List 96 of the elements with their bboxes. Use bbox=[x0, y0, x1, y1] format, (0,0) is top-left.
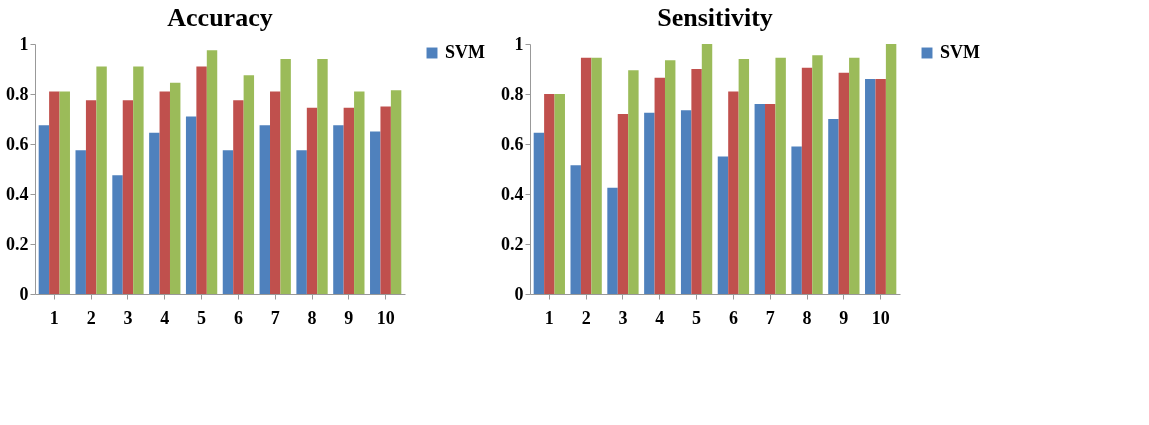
x-tick-label: 10 bbox=[871, 307, 890, 328]
bar bbox=[628, 70, 639, 294]
bar bbox=[233, 100, 244, 294]
bar bbox=[317, 59, 328, 294]
chart-title: Sensitivity bbox=[657, 3, 773, 32]
bar bbox=[554, 94, 565, 294]
bar bbox=[222, 150, 234, 294]
x-tick-label: 1 bbox=[544, 307, 554, 328]
chart-title: Accuracy bbox=[167, 3, 273, 32]
bar bbox=[607, 187, 618, 294]
y-tick-label: 0 bbox=[514, 283, 524, 304]
bar bbox=[370, 131, 381, 294]
bar bbox=[259, 125, 271, 294]
bar bbox=[196, 66, 207, 294]
x-tick-label: 2 bbox=[86, 307, 96, 328]
x-tick-label: 9 bbox=[839, 307, 849, 328]
bar bbox=[354, 91, 365, 294]
bar bbox=[296, 150, 307, 294]
x-tick-label: 4 bbox=[160, 307, 170, 328]
bar bbox=[533, 132, 545, 294]
legend-label: SVM bbox=[940, 42, 981, 62]
bar bbox=[96, 66, 107, 294]
bar bbox=[570, 165, 581, 294]
bar bbox=[875, 79, 886, 294]
bar bbox=[717, 156, 729, 294]
bar bbox=[775, 57, 786, 294]
bar bbox=[885, 44, 897, 294]
y-tick-label: 0.8 bbox=[6, 83, 29, 104]
bar bbox=[738, 59, 750, 294]
bar bbox=[838, 72, 850, 294]
bar bbox=[754, 104, 766, 294]
bar bbox=[812, 55, 823, 294]
bar bbox=[701, 44, 713, 294]
x-tick-label: 3 bbox=[123, 307, 133, 328]
bar bbox=[59, 91, 70, 294]
y-tick-label: 1 bbox=[19, 33, 29, 54]
x-tick-label: 4 bbox=[655, 307, 665, 328]
bar bbox=[654, 77, 665, 294]
y-tick-label: 0.2 bbox=[501, 233, 524, 254]
bar bbox=[801, 67, 813, 294]
legend-label: SVM bbox=[445, 42, 486, 62]
x-tick-label: 5 bbox=[197, 307, 207, 328]
bar bbox=[591, 57, 602, 294]
y-tick-label: 0.6 bbox=[501, 133, 524, 154]
bar bbox=[333, 125, 344, 294]
x-tick-label: 5 bbox=[692, 307, 702, 328]
bar bbox=[691, 69, 702, 294]
y-tick-label: 0.8 bbox=[501, 83, 524, 104]
y-tick-label: 0.2 bbox=[6, 233, 29, 254]
x-tick-label: 9 bbox=[344, 307, 354, 328]
bar bbox=[38, 125, 50, 294]
bar bbox=[169, 82, 181, 294]
x-tick-label: 3 bbox=[618, 307, 628, 328]
x-tick-label: 6 bbox=[728, 307, 738, 328]
x-tick-label: 8 bbox=[307, 307, 317, 328]
bar bbox=[122, 100, 134, 294]
bar bbox=[49, 91, 60, 294]
x-tick-label: 10 bbox=[376, 307, 395, 328]
bar bbox=[791, 146, 802, 294]
bar bbox=[680, 110, 692, 294]
y-tick-label: 1 bbox=[514, 33, 524, 54]
bar bbox=[644, 112, 655, 294]
x-tick-label: 6 bbox=[233, 307, 243, 328]
x-tick-label: 8 bbox=[802, 307, 812, 328]
bar bbox=[828, 119, 839, 294]
y-tick-label: 0.6 bbox=[6, 133, 29, 154]
bar bbox=[185, 116, 197, 294]
bar bbox=[380, 106, 391, 294]
x-tick-label: 2 bbox=[581, 307, 591, 328]
y-tick-label: 0.4 bbox=[6, 183, 29, 204]
x-tick-label: 7 bbox=[765, 307, 775, 328]
bar bbox=[617, 114, 629, 294]
bar bbox=[149, 132, 160, 294]
bar bbox=[544, 94, 555, 294]
bar bbox=[159, 91, 170, 294]
bar bbox=[133, 66, 144, 294]
bar bbox=[85, 100, 97, 294]
bar bbox=[728, 91, 739, 294]
bar bbox=[306, 107, 318, 294]
y-tick-label: 0 bbox=[19, 283, 29, 304]
x-tick-label: 1 bbox=[49, 307, 59, 328]
bar bbox=[343, 107, 355, 294]
bar bbox=[280, 59, 291, 294]
bar bbox=[75, 150, 86, 294]
bar bbox=[664, 60, 676, 294]
bar bbox=[849, 57, 860, 294]
bar bbox=[206, 50, 218, 294]
bar bbox=[112, 175, 123, 294]
bar bbox=[390, 90, 402, 294]
bar bbox=[580, 57, 592, 294]
bar bbox=[243, 75, 255, 294]
y-tick-label: 0.4 bbox=[501, 183, 524, 204]
bar bbox=[765, 104, 776, 294]
bar bbox=[270, 91, 281, 294]
bar bbox=[865, 79, 876, 294]
x-tick-label: 7 bbox=[270, 307, 280, 328]
